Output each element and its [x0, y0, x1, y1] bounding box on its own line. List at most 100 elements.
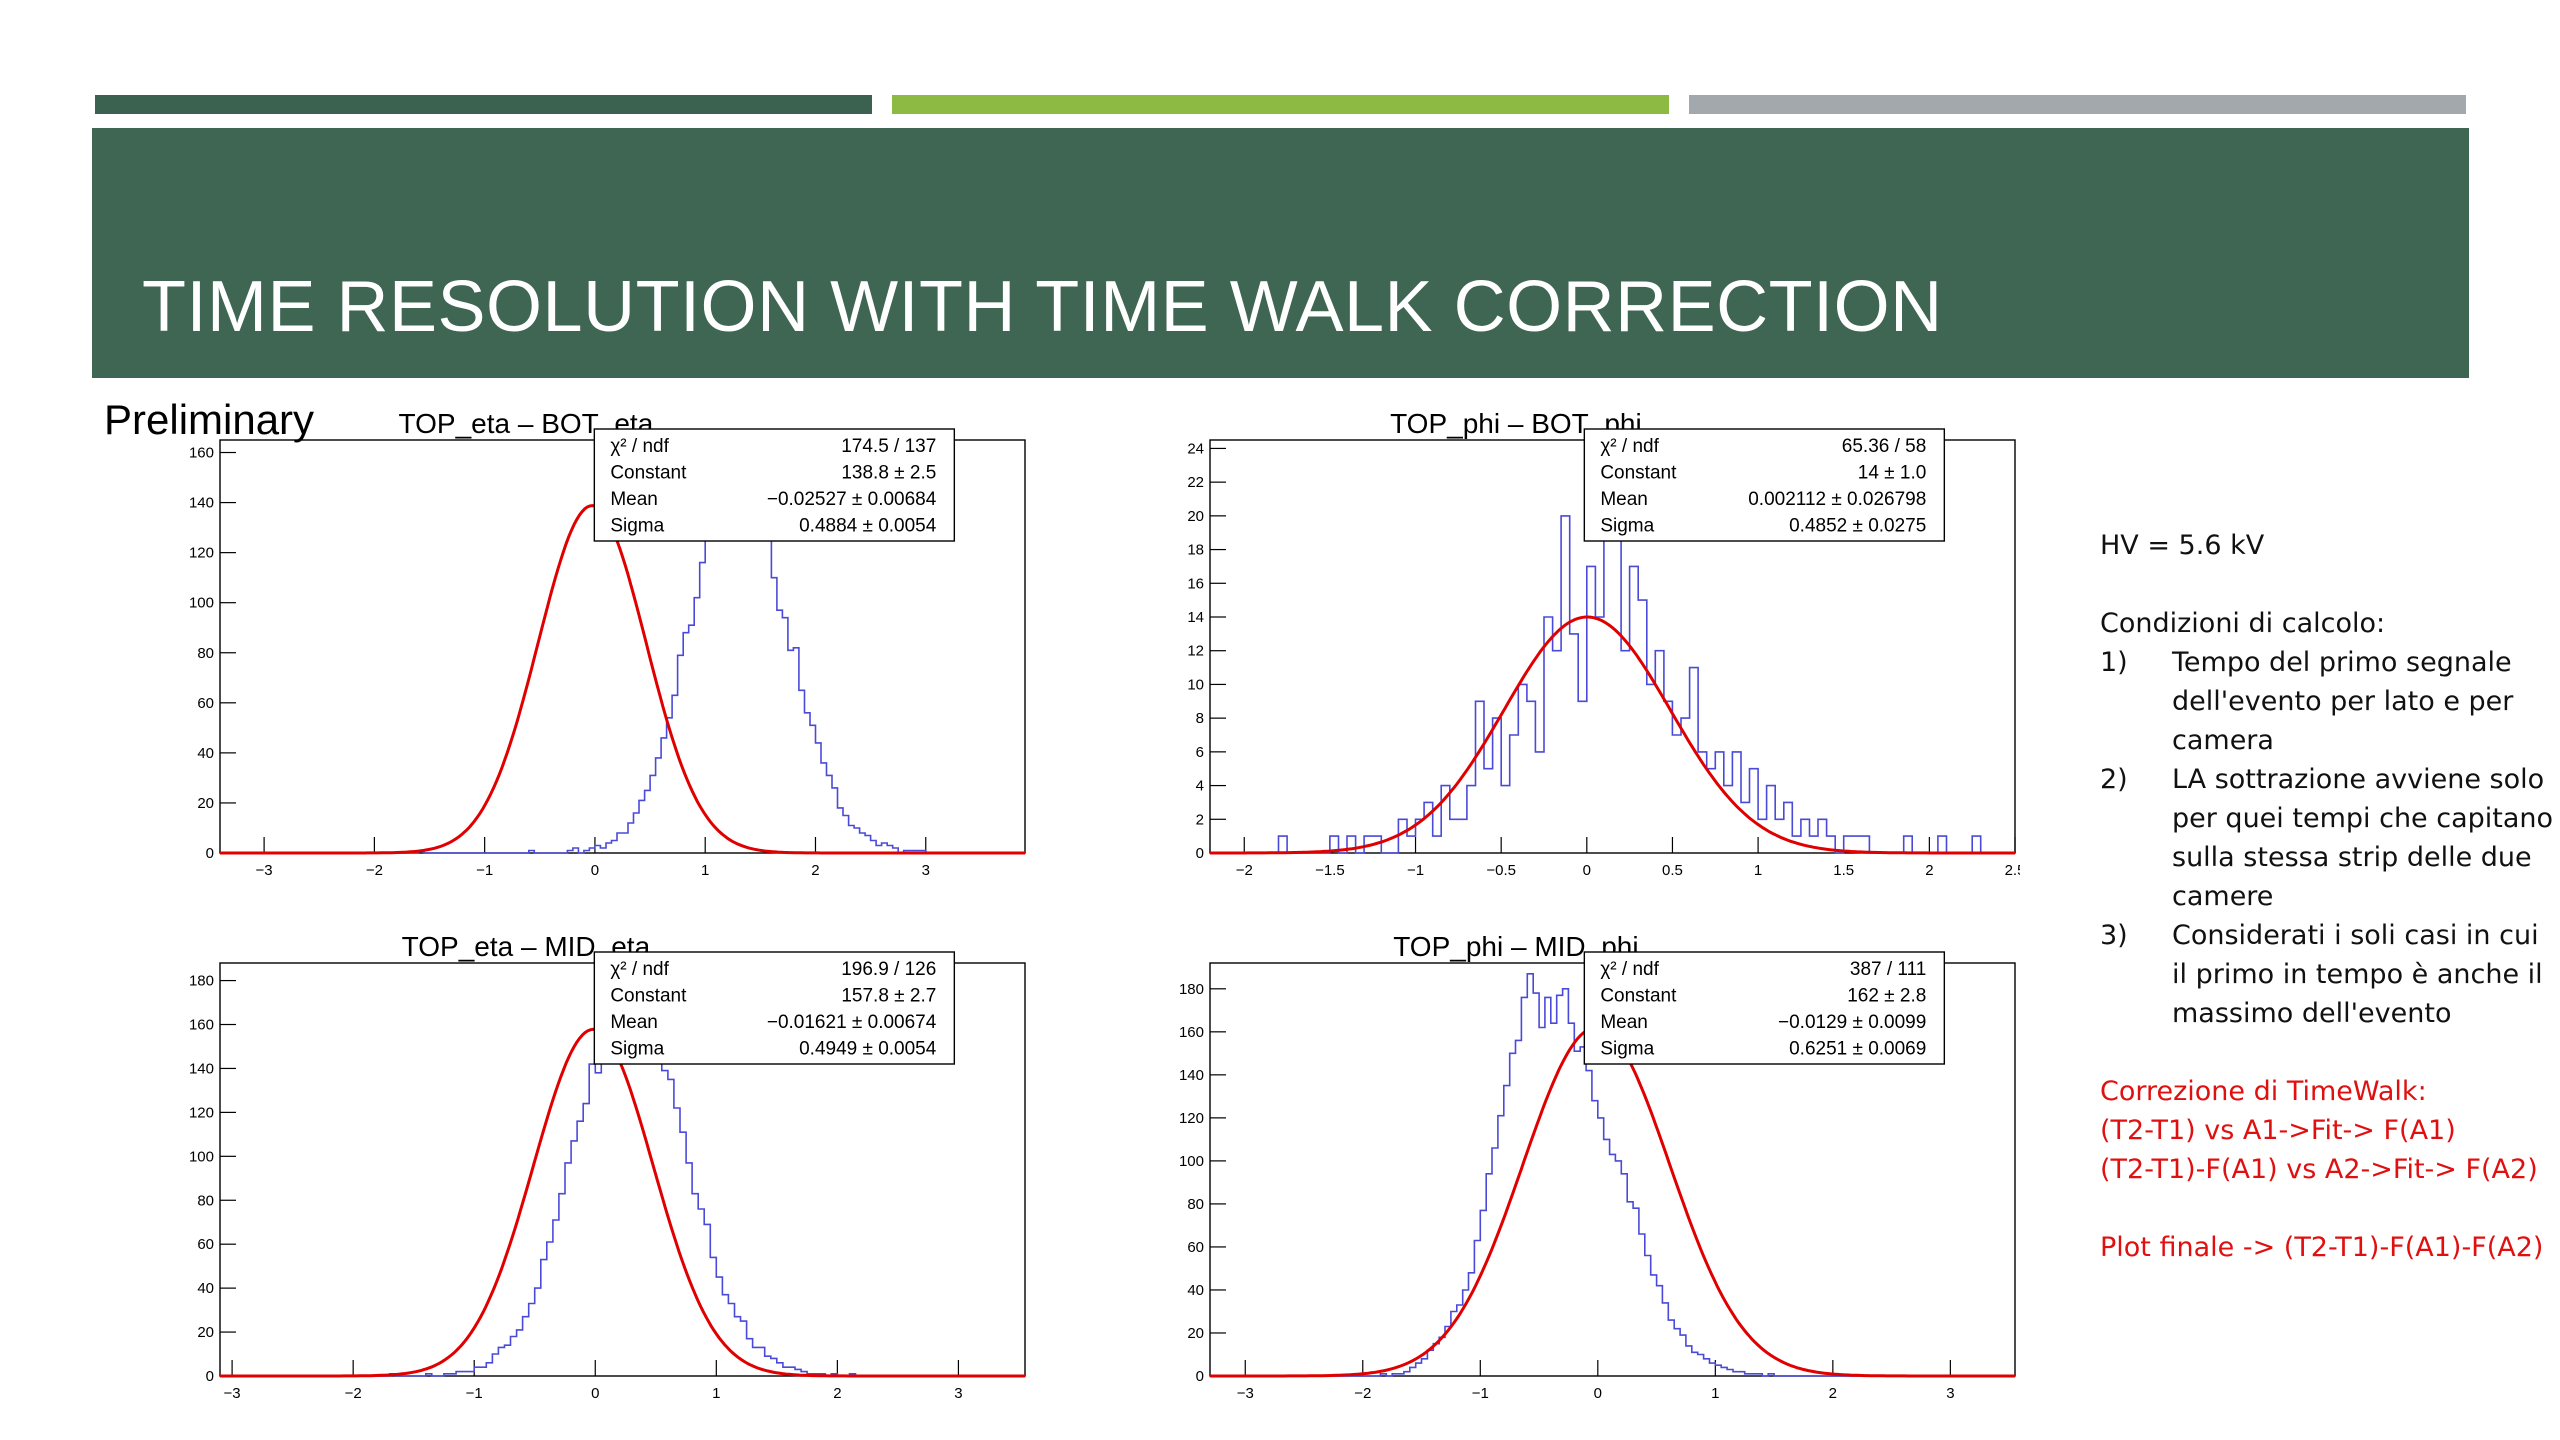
gaussian-fit-curve [220, 504, 1025, 855]
stats-label: χ² / ndf [610, 959, 669, 980]
x-tick-label: 3 [1946, 1385, 1954, 1402]
histogram-top-eta-mid-eta: 0 20 40 60 80 100 120 140 160 180 −3 −2 −1 0 1 2 3 TOP_et… [170, 928, 1030, 1418]
y-tick-label: 4 [1196, 778, 1204, 795]
histogram-top-phi-bot-phi: 0 2 4 6 8 10 12 14 16 18 20 22 24 −2 −1.5 −1 −0.5 0 0.5 1 1.… [1160, 405, 2020, 895]
stats-label: Constant [610, 463, 687, 484]
stats-value: 0.4884 ± 0.0054 [799, 516, 937, 537]
y-tick-label: 14 [1187, 609, 1204, 626]
y-tick-label: 80 [197, 645, 214, 662]
stats-value: −0.02527 ± 0.00684 [767, 489, 937, 510]
stats-box [593, 428, 956, 542]
stats-box [1583, 428, 1946, 542]
condition-item: 2) LA sottrazione avviene solo per quei … [2100, 760, 2560, 916]
y-tick-label: 80 [1187, 1196, 1204, 1213]
y-tick-label: 40 [197, 745, 214, 762]
x-tick-label: 3 [954, 1385, 962, 1402]
y-tick-label: 60 [1187, 1239, 1204, 1256]
x-tick-label: −2 [1236, 862, 1253, 879]
correction-title: Correzione di TimeWalk: [2100, 1076, 2427, 1107]
x-tick-label: 1 [701, 862, 709, 879]
y-tick-label: 140 [1179, 1067, 1204, 1084]
gaussian-fit-curve [1210, 1025, 2015, 1378]
correction-line: (T2-T1)-F(A1) vs A2->Fit-> F(A2) [2100, 1154, 2538, 1185]
accent-bar-dark-green [95, 95, 872, 114]
stats-label: Mean [610, 1012, 658, 1033]
conditions-title: Condizioni di calcolo: [2100, 608, 2386, 639]
x-tick-label: 2 [1829, 1385, 1837, 1402]
y-tick-label: 40 [197, 1280, 214, 1297]
x-tick-label: −3 [1237, 1385, 1254, 1402]
stats-value: −0.01621 ± 0.00674 [767, 1012, 937, 1033]
stats-label: χ² / ndf [1600, 959, 1659, 980]
gaussian-fit-curve [220, 1027, 1025, 1378]
y-tick-label: 80 [197, 1192, 214, 1209]
spacer [2100, 1033, 2560, 1072]
stats-label: Sigma [1600, 516, 1654, 537]
stats-label: Constant [1600, 463, 1677, 484]
x-tick-label: 2.5 [2005, 862, 2020, 879]
y-tick-label: 12 [1187, 643, 1204, 660]
spacer [2100, 1189, 2560, 1228]
histogram-top-eta-bot-eta: 0 20 40 60 80 100 120 140 160 −3 −2 −1 0 1 2 3 TOP_eta –… [170, 405, 1030, 895]
y-tick-label: 20 [197, 1324, 214, 1341]
x-tick-label: 0.5 [1662, 862, 1683, 879]
x-tick-label: −1 [476, 862, 493, 879]
stats-value: 0.002112 ± 0.026798 [1748, 489, 1926, 510]
x-tick-label: 3 [922, 862, 930, 879]
condition-number: 2) [2100, 764, 2128, 795]
y-tick-label: 0 [1196, 845, 1204, 862]
x-tick-label: 0 [591, 1385, 599, 1402]
y-tick-label: 16 [1187, 575, 1204, 592]
stats-value: 0.4949 ± 0.0054 [799, 1039, 937, 1060]
y-tick-label: 20 [197, 795, 214, 812]
stats-label: Mean [610, 489, 658, 510]
y-tick-label: 20 [1187, 1325, 1204, 1342]
x-tick-label: 1 [1754, 862, 1762, 879]
stats-label: Constant [1600, 986, 1677, 1007]
y-tick-label: 140 [189, 1060, 214, 1077]
y-tick-label: 100 [189, 595, 214, 612]
x-tick-label: 1.5 [1833, 862, 1854, 879]
x-tick-label: −3 [256, 862, 273, 879]
y-tick-label: 0 [1196, 1368, 1204, 1385]
stats-value: 387 / 111 [1850, 959, 1926, 980]
stats-value: 0.4852 ± 0.0275 [1789, 516, 1926, 537]
x-tick-label: 2 [811, 862, 819, 879]
stats-value: 196.9 / 126 [841, 959, 936, 980]
gaussian-fit-curve [1210, 615, 2015, 855]
stats-label: χ² / ndf [610, 436, 669, 457]
condition-text: LA sottrazione avviene solo per quei tem… [2172, 764, 2554, 912]
y-tick-label: 180 [1179, 981, 1204, 998]
y-tick-label: 100 [1179, 1153, 1204, 1170]
slide-title: TIME RESOLUTION WITH TIME WALK CORRECTIO… [142, 267, 1943, 347]
condition-number: 3) [2100, 920, 2128, 951]
y-tick-label: 20 [1187, 508, 1204, 525]
y-tick-label: 60 [197, 1236, 214, 1253]
stats-value: 162 ± 2.8 [1847, 986, 1926, 1007]
x-tick-label: −1 [1472, 1385, 1489, 1402]
stats-value: 157.8 ± 2.7 [841, 986, 936, 1007]
y-tick-label: 0 [206, 845, 214, 862]
y-tick-label: 120 [189, 545, 214, 562]
stats-label: Sigma [1600, 1039, 1654, 1060]
stats-label: Sigma [610, 1039, 664, 1060]
stats-label: Mean [1600, 1012, 1648, 1033]
y-tick-label: 2 [1196, 811, 1204, 828]
x-tick-label: 2 [1925, 862, 1933, 879]
accent-bar-gray [1689, 95, 2466, 114]
y-tick-label: 120 [189, 1104, 214, 1121]
stats-value: 14 ± 1.0 [1858, 463, 1927, 484]
x-tick-label: −1 [1407, 862, 1424, 879]
correction-line: (T2-T1) vs A1->Fit-> F(A1) [2100, 1115, 2456, 1146]
stats-value: 138.8 ± 2.5 [841, 463, 936, 484]
condition-item: 3) Considerati i soli casi in cui il pri… [2100, 916, 2560, 1033]
y-tick-label: 180 [189, 973, 214, 990]
y-tick-label: 6 [1196, 744, 1204, 761]
y-tick-label: 120 [1179, 1110, 1204, 1127]
y-tick-label: 140 [189, 495, 214, 512]
hv-value: HV = 5.6 kV [2100, 530, 2265, 561]
